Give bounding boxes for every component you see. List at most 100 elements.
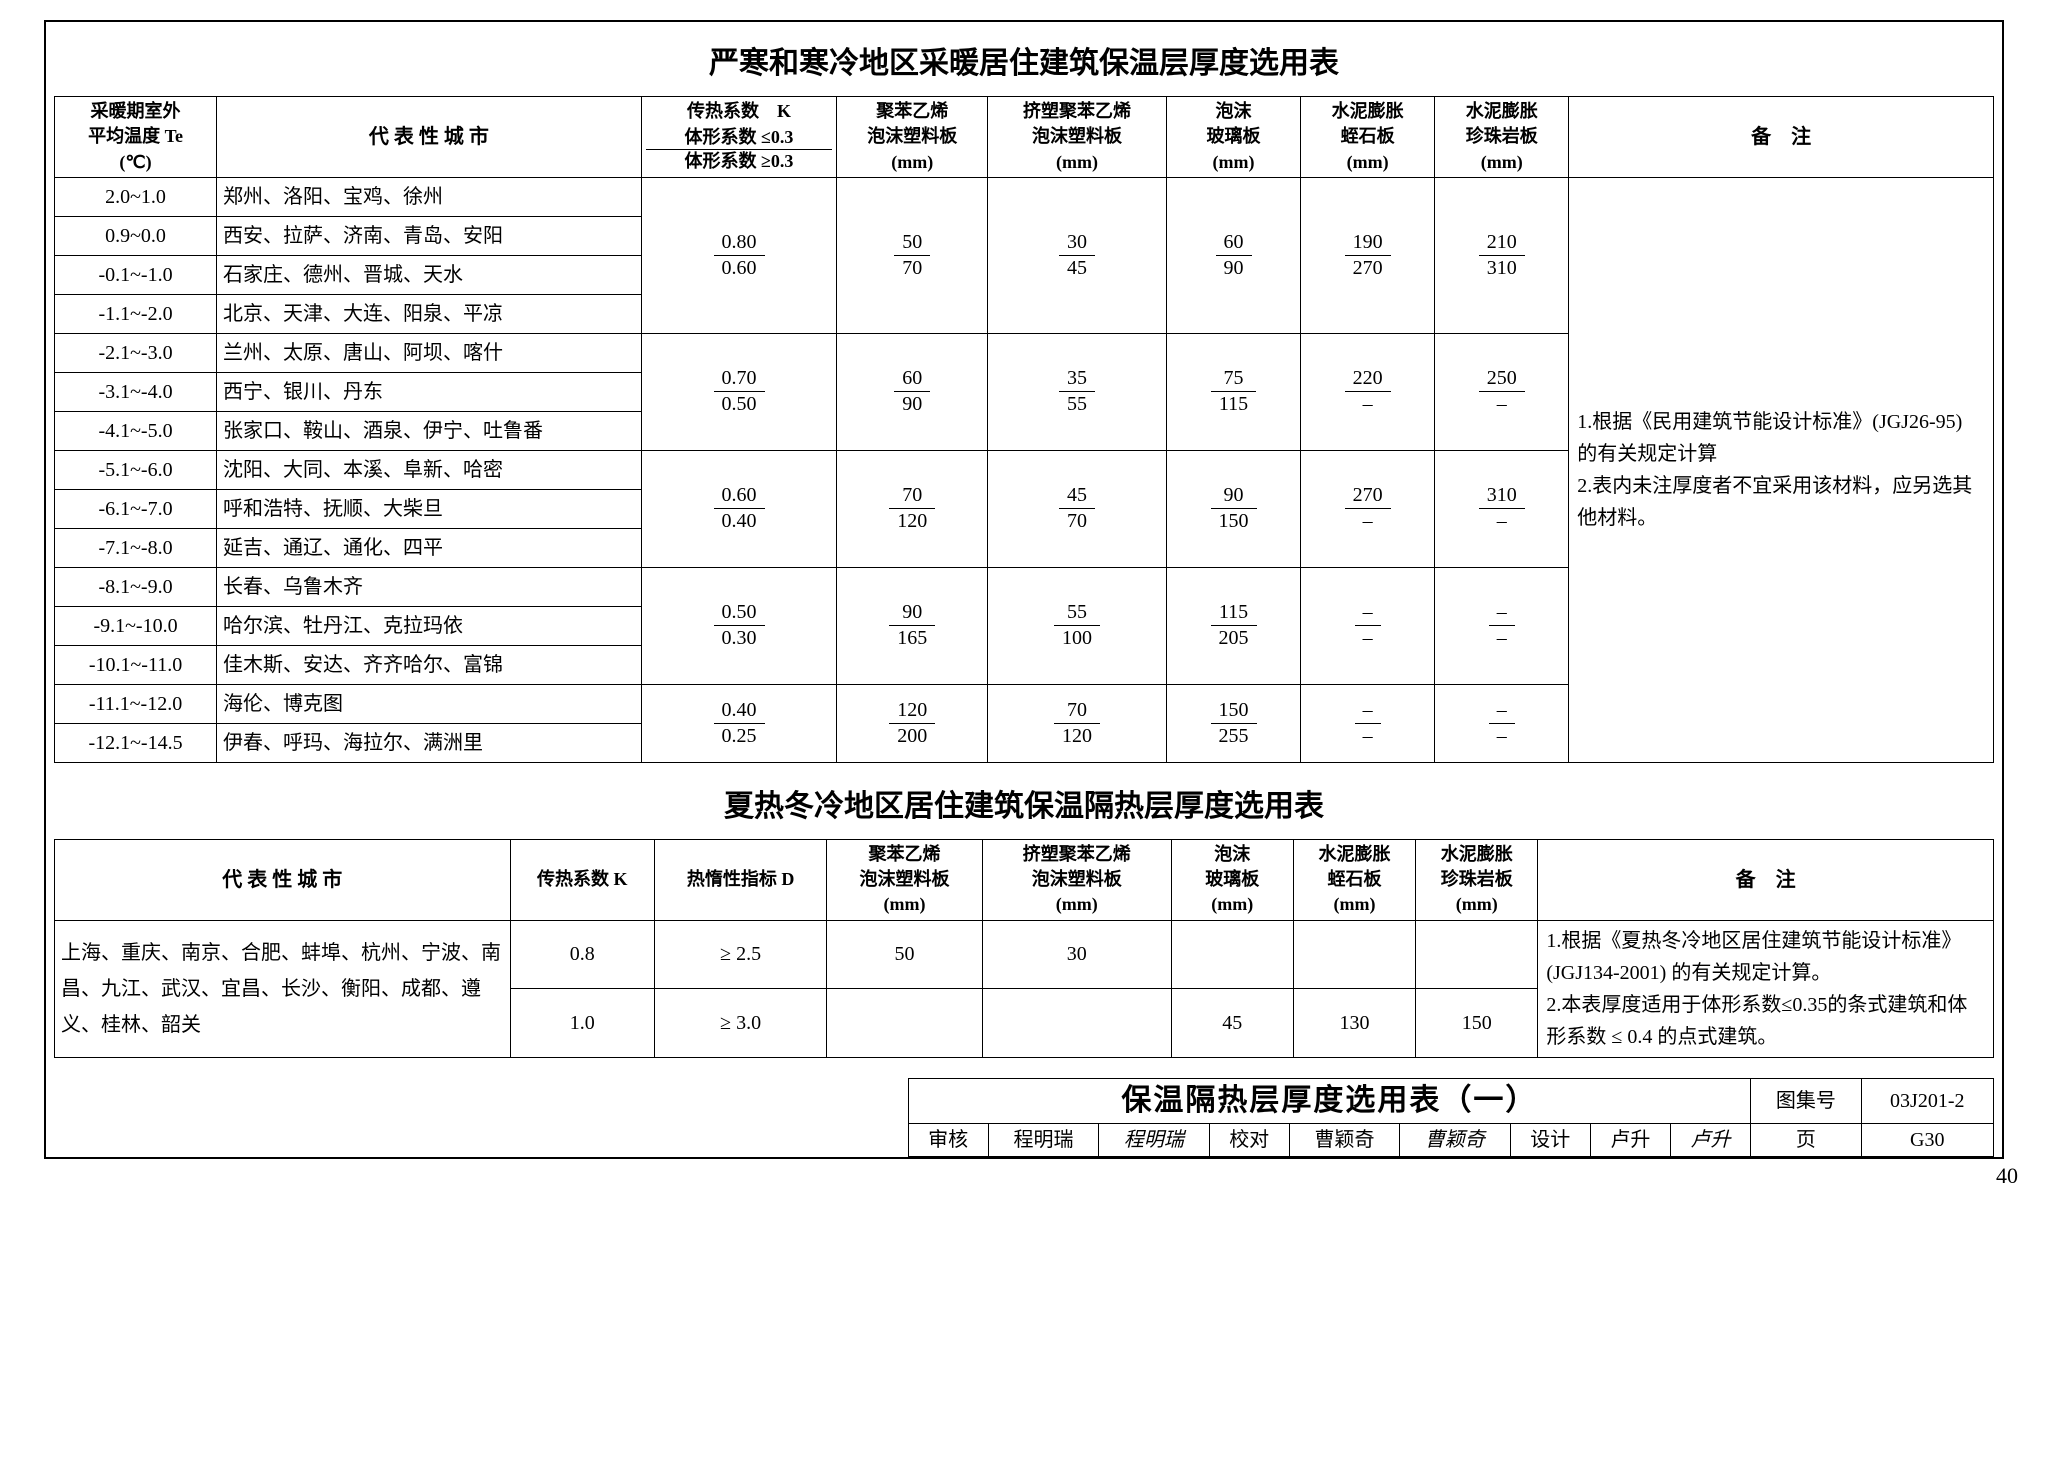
footer-shenhe-name: 程明瑞 bbox=[988, 1123, 1098, 1156]
t1-notes: 1.根据《民用建筑节能设计标准》(JGJ26-95) 的有关规定计算 2.表内未… bbox=[1569, 177, 1994, 762]
frac-cell: 190270 bbox=[1301, 177, 1435, 333]
t2-r2-c8: 150 bbox=[1416, 989, 1538, 1058]
table1: 采暖期室外 平均温度 Te (℃) 代 表 性 城 市 传热系数 K 体形系数 … bbox=[54, 96, 1994, 763]
frac-cell: 6090 bbox=[837, 333, 988, 450]
t1-h-c8: 水泥膨胀 珍珠岩板 (mm) bbox=[1435, 97, 1569, 178]
outer-page-number: 40 bbox=[20, 1159, 2028, 1193]
footer-tuji-val: 03J201-2 bbox=[1861, 1078, 1993, 1123]
footer-sheji-label: 设计 bbox=[1510, 1123, 1590, 1156]
t2-r1-c5: 30 bbox=[982, 920, 1171, 989]
t1-h-c7: 水泥膨胀 蛭石板 (mm) bbox=[1301, 97, 1435, 178]
table2-title: 夏热冬冷地区居住建筑保温隔热层厚度选用表 bbox=[54, 763, 1994, 839]
temp-cell: -8.1~-9.0 bbox=[55, 567, 217, 606]
t2-h-notes: 备 注 bbox=[1538, 839, 1994, 920]
frac-cell: 6090 bbox=[1166, 177, 1300, 333]
frac-cell: 3045 bbox=[988, 177, 1167, 333]
frac-cell: 250– bbox=[1435, 333, 1569, 450]
cities-cell: 张家口、鞍山、酒泉、伊宁、吐鲁番 bbox=[217, 411, 642, 450]
footer-sheji-sig: 卢升 bbox=[1670, 1123, 1750, 1156]
t2-r2-c7: 130 bbox=[1293, 989, 1415, 1058]
cities-cell: 佳木斯、安达、齐齐哈尔、富锦 bbox=[217, 645, 642, 684]
footer-main-title: 保温隔热层厚度选用表（一） bbox=[908, 1078, 1751, 1123]
frac-cell: 220– bbox=[1301, 333, 1435, 450]
t2-h-c4: 聚苯乙烯 泡沫塑料板 (mm) bbox=[827, 839, 983, 920]
frac-cell: 0.700.50 bbox=[641, 333, 837, 450]
t1-h-k: 传热系数 K 体形系数 ≤0.3 体形系数 ≥0.3 bbox=[641, 97, 837, 178]
frac-cell: 90165 bbox=[837, 567, 988, 684]
temp-cell: -0.1~-1.0 bbox=[55, 255, 217, 294]
t1-h-k-l3: 体形系数 ≥0.3 bbox=[646, 150, 833, 171]
table2: 代 表 性 城 市 传热系数 K 热惰性指标 D 聚苯乙烯 泡沫塑料板 (mm)… bbox=[54, 839, 1994, 1058]
t2-h-d: 热惰性指标 D bbox=[655, 839, 827, 920]
frac-cell: 70120 bbox=[837, 450, 988, 567]
frac-cell: 70120 bbox=[988, 684, 1167, 762]
temp-cell: -10.1~-11.0 bbox=[55, 645, 217, 684]
t2-notes: 1.根据《夏热冬冷地区居住建筑节能设计标准》(JGJ134-2001) 的有关规… bbox=[1538, 920, 1994, 1057]
temp-cell: -2.1~-3.0 bbox=[55, 333, 217, 372]
temp-cell: -5.1~-6.0 bbox=[55, 450, 217, 489]
t1-h-c4: 聚苯乙烯 泡沫塑料板 (mm) bbox=[837, 97, 988, 178]
t2-h-cities: 代 表 性 城 市 bbox=[55, 839, 511, 920]
footer-jiaodui-label: 校对 bbox=[1209, 1123, 1289, 1156]
t2-r1-k: 0.8 bbox=[510, 920, 654, 989]
t1-h-notes: 备 注 bbox=[1569, 97, 1994, 178]
temp-cell: -9.1~-10.0 bbox=[55, 606, 217, 645]
footer-shenhe-label: 审核 bbox=[908, 1123, 988, 1156]
temp-cell: -11.1~-12.0 bbox=[55, 684, 217, 723]
t2-r2-c4 bbox=[827, 989, 983, 1058]
frac-cell: 0.500.30 bbox=[641, 567, 837, 684]
t1-h-c5: 挤塑聚苯乙烯 泡沫塑料板 (mm) bbox=[988, 97, 1167, 178]
table1-title: 严寒和寒冷地区采暖居住建筑保温层厚度选用表 bbox=[54, 30, 1994, 96]
footer-page-val: G30 bbox=[1861, 1123, 1993, 1156]
frac-cell: 55100 bbox=[988, 567, 1167, 684]
footer-shenhe-sig: 程明瑞 bbox=[1099, 1123, 1209, 1156]
temp-cell: -3.1~-4.0 bbox=[55, 372, 217, 411]
cities-cell: 呼和浩特、抚顺、大柴旦 bbox=[217, 489, 642, 528]
t2-r2-d: ≥ 3.0 bbox=[655, 989, 827, 1058]
frac-cell: 0.600.40 bbox=[641, 450, 837, 567]
cities-cell: 沈阳、大同、本溪、阜新、哈密 bbox=[217, 450, 642, 489]
frac-cell: 115205 bbox=[1166, 567, 1300, 684]
t2-r2-k: 1.0 bbox=[510, 989, 654, 1058]
temp-cell: -4.1~-5.0 bbox=[55, 411, 217, 450]
t2-r1-c4: 50 bbox=[827, 920, 983, 989]
frac-cell: 270– bbox=[1301, 450, 1435, 567]
t2-h-c5: 挤塑聚苯乙烯 泡沫塑料板 (mm) bbox=[982, 839, 1171, 920]
cities-cell: 哈尔滨、牡丹江、克拉玛依 bbox=[217, 606, 642, 645]
temp-cell: -7.1~-8.0 bbox=[55, 528, 217, 567]
frac-cell: 150255 bbox=[1166, 684, 1300, 762]
frac-cell: –– bbox=[1301, 567, 1435, 684]
frac-cell: 120200 bbox=[837, 684, 988, 762]
t1-h-k-l2: 体形系数 ≤0.3 bbox=[646, 128, 833, 150]
frac-cell: 4570 bbox=[988, 450, 1167, 567]
cities-cell: 西安、拉萨、济南、青岛、安阳 bbox=[217, 216, 642, 255]
frac-cell: –– bbox=[1435, 684, 1569, 762]
t2-cities: 上海、重庆、南京、合肥、蚌埠、杭州、宁波、南昌、九江、武汉、宜昌、长沙、衡阳、成… bbox=[55, 920, 511, 1057]
frac-cell: 310– bbox=[1435, 450, 1569, 567]
t2-r2-c5 bbox=[982, 989, 1171, 1058]
frac-cell: 210310 bbox=[1435, 177, 1569, 333]
t2-r1-c6 bbox=[1171, 920, 1293, 989]
t2-h-k: 传热系数 K bbox=[510, 839, 654, 920]
t2-r1-d: ≥ 2.5 bbox=[655, 920, 827, 989]
t2-h-c8: 水泥膨胀 珍珠岩板 (mm) bbox=[1416, 839, 1538, 920]
cities-cell: 西宁、银川、丹东 bbox=[217, 372, 642, 411]
temp-cell: -12.1~-14.5 bbox=[55, 723, 217, 762]
cities-cell: 长春、乌鲁木齐 bbox=[217, 567, 642, 606]
footer-table: 保温隔热层厚度选用表（一） 图集号 03J201-2 审核 程明瑞 程明瑞 校对… bbox=[908, 1078, 1994, 1157]
t2-r2-c6: 45 bbox=[1171, 989, 1293, 1058]
cities-cell: 海伦、博克图 bbox=[217, 684, 642, 723]
frac-cell: 75115 bbox=[1166, 333, 1300, 450]
temp-cell: 2.0~1.0 bbox=[55, 177, 217, 216]
cities-cell: 石家庄、德州、晋城、天水 bbox=[217, 255, 642, 294]
cities-cell: 北京、天津、大连、阳泉、平凉 bbox=[217, 294, 642, 333]
frac-cell: 0.800.60 bbox=[641, 177, 837, 333]
footer-tuji-label: 图集号 bbox=[1751, 1078, 1861, 1123]
t1-h-k-l1: 传热系数 K bbox=[646, 99, 833, 124]
t2-r1-c8 bbox=[1416, 920, 1538, 989]
cities-cell: 郑州、洛阳、宝鸡、徐州 bbox=[217, 177, 642, 216]
frac-cell: 3555 bbox=[988, 333, 1167, 450]
t2-r1-c7 bbox=[1293, 920, 1415, 989]
t2-h-c6: 泡沫 玻璃板 (mm) bbox=[1171, 839, 1293, 920]
table-row: 2.0~1.0郑州、洛阳、宝鸡、徐州0.800.6050703045609019… bbox=[55, 177, 1994, 216]
